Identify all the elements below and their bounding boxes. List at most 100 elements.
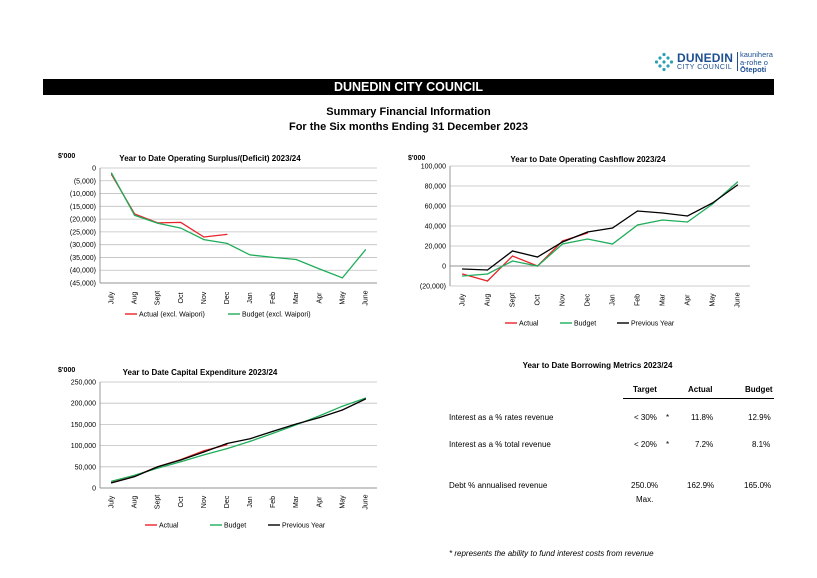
y-tick-label: 0 — [92, 486, 96, 493]
data-point — [536, 265, 539, 267]
chart-unit-label: $'000 — [408, 155, 425, 162]
x-tick-label: Sept — [155, 495, 162, 509]
x-tick-label: Nov — [201, 495, 208, 508]
y-tick-label: (45,000) — [70, 281, 96, 288]
data-point — [511, 255, 514, 257]
data-point — [272, 432, 274, 434]
legend-label: Actual — [159, 523, 179, 530]
header-underline — [623, 398, 774, 399]
y-tick-label: 200,000 — [71, 401, 96, 408]
data-point — [686, 221, 689, 223]
logo-maori-line3: Ōtepoti — [740, 65, 767, 74]
data-point — [295, 258, 297, 261]
series-line-previous-year — [111, 398, 366, 484]
y-tick-label: 0 — [92, 166, 96, 173]
y-tick-label: 50,000 — [75, 464, 97, 471]
data-point — [611, 227, 614, 229]
x-tick-label: Dec — [224, 291, 231, 304]
metric-actual: 7.2% — [695, 440, 714, 449]
data-point — [134, 474, 136, 476]
data-point — [561, 243, 564, 245]
data-point — [180, 221, 182, 224]
data-point — [157, 466, 159, 468]
x-tick-label: Dec — [224, 495, 231, 508]
operating-cashflow-chart: Year to Date Operating Cashflow 2023/24 $… — [408, 155, 750, 328]
logo-maori-line1: kaunihera — [740, 50, 773, 59]
x-tick-label: Aug — [132, 292, 139, 305]
x-tick-label: June — [362, 494, 369, 509]
x-tick-label: Feb — [635, 294, 642, 306]
data-point — [561, 241, 564, 243]
y-tick-label: 80,000 — [425, 184, 447, 191]
data-point — [341, 277, 343, 279]
data-point — [586, 238, 589, 240]
metric-actual: 162.9% — [687, 481, 715, 490]
data-point — [203, 454, 205, 456]
data-point — [295, 423, 297, 425]
y-tick-label: 100,000 — [71, 443, 96, 450]
data-point — [686, 215, 689, 217]
metric-label: Interest as a % rates revenue — [449, 413, 554, 422]
dunedin-city-council-logo: DUNEDIN CITY COUNCIL kaunihera a-rohe o … — [654, 50, 774, 74]
y-tick-label: 40,000 — [425, 224, 447, 231]
page-subtitle: For the Six months Ending 31 December 20… — [288, 121, 528, 133]
legend-label: Actual — [519, 321, 539, 328]
x-tick-label: Apr — [685, 294, 692, 306]
header-target: Target — [633, 385, 657, 394]
metric-budget: 12.9% — [748, 413, 771, 422]
x-tick-label: June — [735, 292, 742, 307]
data-point — [364, 397, 367, 399]
data-point — [249, 254, 251, 256]
x-tick-label: Feb — [270, 496, 277, 508]
data-point — [486, 269, 489, 271]
x-tick-label: Aug — [485, 294, 492, 307]
x-tick-label: July — [109, 291, 116, 304]
x-tick-label: Sept — [155, 291, 162, 305]
banner: DUNEDIN CITY COUNCIL — [43, 79, 774, 95]
x-tick-label: Oct — [535, 295, 542, 306]
y-tick-label: 150,000 — [71, 422, 96, 429]
x-tick-label: Mar — [293, 495, 300, 508]
metric-label: Debt % annualised revenue — [449, 481, 548, 490]
metric-target: < 20% — [634, 440, 657, 449]
data-point — [226, 442, 228, 445]
data-point — [203, 451, 205, 453]
logo-name-line1: DUNEDIN — [677, 51, 734, 65]
x-tick-label: Apr — [316, 292, 323, 304]
data-point — [486, 280, 489, 282]
data-point — [661, 219, 664, 221]
x-tick-label: Nov — [201, 291, 208, 304]
data-point — [661, 212, 664, 214]
logo-maori-text: kaunihera a-rohe o — [740, 51, 773, 67]
y-tick-label: (30,000) — [70, 242, 96, 249]
chart-title: Year to Date Operating Cashflow 2023/24 — [510, 155, 666, 164]
x-tick-label: Nov — [560, 293, 567, 306]
x-tick-label: July — [460, 293, 467, 306]
x-tick-label: Mar — [660, 293, 667, 306]
data-point — [180, 227, 182, 229]
x-tick-label: May — [710, 293, 717, 307]
data-point — [249, 438, 251, 440]
chart-unit-label: $'000 — [58, 153, 75, 160]
data-point — [226, 447, 228, 450]
data-point — [226, 444, 228, 446]
data-point — [180, 461, 182, 463]
y-tick-label: 20,000 — [425, 244, 447, 251]
data-point — [486, 273, 489, 275]
x-tick-label: May — [339, 291, 346, 305]
data-point — [736, 181, 739, 183]
x-tick-label: Oct — [178, 497, 185, 508]
metric-label: Interest as a % total revenue — [449, 440, 551, 449]
y-tick-label: (20,000) — [70, 217, 96, 224]
metric-budget: 8.1% — [752, 440, 771, 449]
data-point — [157, 467, 159, 469]
data-point — [110, 482, 113, 484]
y-tick-label: 0 — [442, 264, 446, 271]
x-tick-label: Dec — [585, 293, 592, 306]
data-point — [461, 275, 464, 277]
data-point — [341, 405, 343, 407]
data-point — [736, 184, 739, 186]
data-point — [711, 202, 714, 204]
y-tick-label: (15,000) — [70, 204, 96, 211]
x-tick-label: Oct — [178, 293, 185, 304]
